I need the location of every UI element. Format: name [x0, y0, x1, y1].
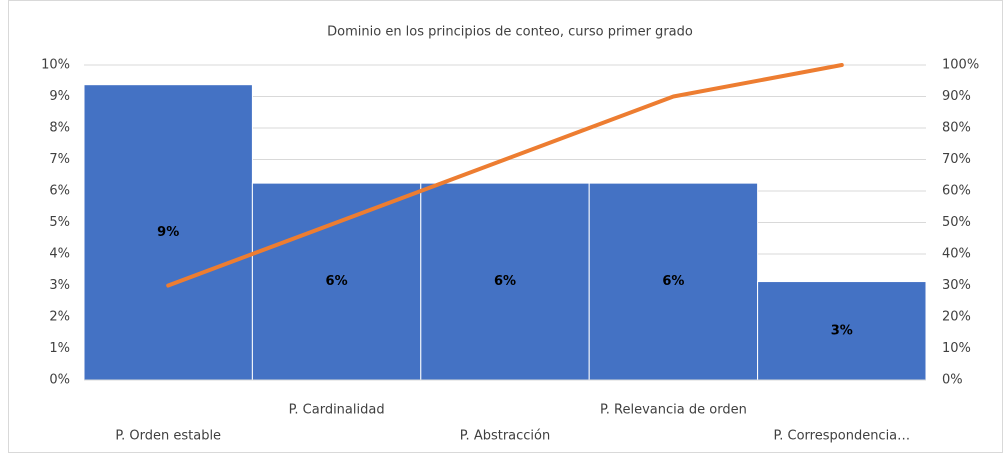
- y2-tick-label: 100%: [942, 58, 979, 73]
- data-label: 6%: [494, 274, 516, 289]
- bar: [251, 182, 422, 381]
- y2-tick-label: 0%: [942, 373, 963, 388]
- y-tick-label: 6%: [49, 184, 70, 199]
- y2-tick-label: 60%: [942, 184, 971, 199]
- y-tick-label: 4%: [49, 247, 70, 262]
- y-tick-label: 9%: [49, 89, 70, 104]
- bar: [588, 182, 759, 381]
- y2-tick-label: 80%: [942, 121, 971, 136]
- x-tick-label: P. Abstracción: [460, 429, 551, 444]
- y2-tick-label: 20%: [942, 310, 971, 325]
- data-label: 9%: [157, 225, 179, 240]
- y2-tick-label: 90%: [942, 89, 971, 104]
- chart-title: Dominio en los principios de conteo, cur…: [327, 25, 693, 40]
- y2-tick-label: 40%: [942, 247, 971, 262]
- y-tick-label: 3%: [49, 278, 70, 293]
- y-tick-label: 10%: [41, 58, 70, 73]
- y2-tick-label: 10%: [942, 341, 971, 356]
- data-label: 6%: [326, 274, 348, 289]
- x-tick-label: P. Relevancia de orden: [600, 403, 747, 418]
- y-tick-label: 1%: [49, 341, 70, 356]
- y2-tick-label: 50%: [942, 215, 971, 230]
- y-tick-label: 0%: [49, 373, 70, 388]
- y-tick-label: 8%: [49, 121, 70, 136]
- y-tick-label: 7%: [49, 152, 70, 167]
- bar: [83, 84, 253, 381]
- line: [166, 63, 844, 288]
- y-tick-label: 5%: [49, 215, 70, 230]
- x-tick-label: P. Correspondencia…: [773, 429, 910, 444]
- y2-tick-label: 70%: [942, 152, 971, 167]
- data-label: 3%: [831, 323, 853, 338]
- bar: [757, 281, 927, 381]
- y-tick-label: 2%: [49, 310, 70, 325]
- x-tick-label: P. Orden estable: [115, 429, 221, 444]
- data-label: 6%: [662, 274, 684, 289]
- y2-tick-label: 30%: [942, 278, 971, 293]
- x-tick-label: P. Cardinalidad: [289, 403, 385, 418]
- bar: [420, 182, 590, 381]
